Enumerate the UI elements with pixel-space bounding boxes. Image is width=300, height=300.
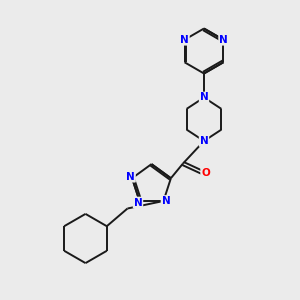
Text: N: N: [161, 196, 170, 206]
Text: N: N: [134, 197, 142, 208]
Text: N: N: [180, 35, 189, 45]
Text: N: N: [126, 172, 135, 182]
Text: O: O: [201, 167, 210, 178]
Text: N: N: [200, 92, 208, 103]
Text: N: N: [219, 35, 228, 45]
Text: N: N: [200, 136, 208, 146]
